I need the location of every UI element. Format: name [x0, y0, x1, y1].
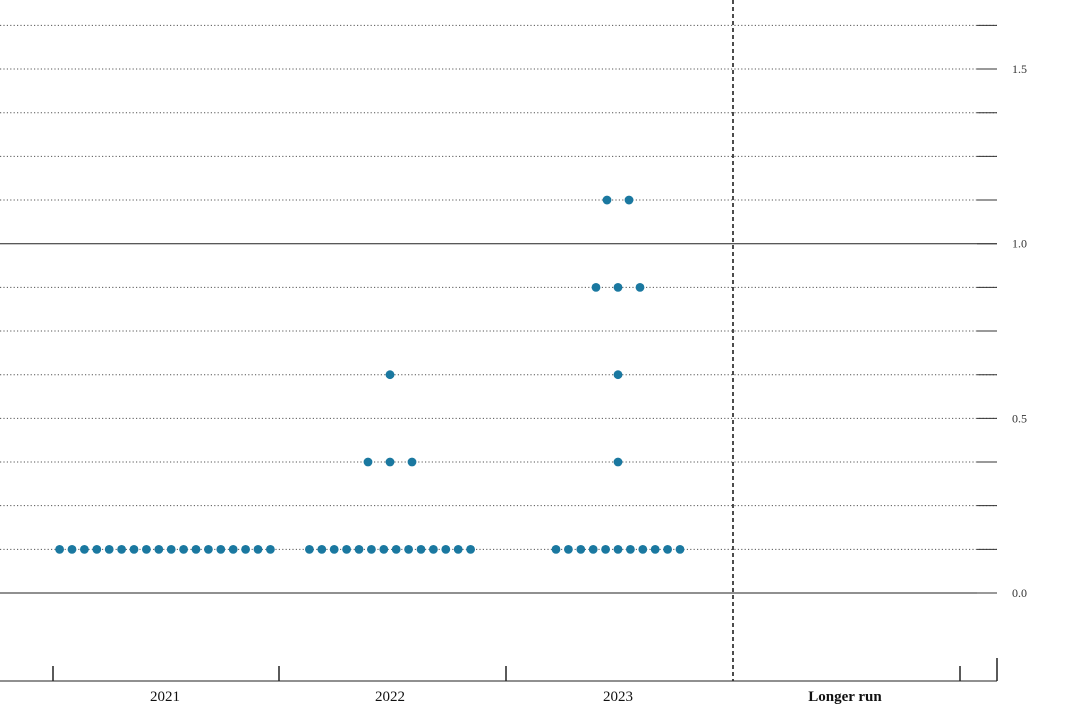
dot-point	[551, 544, 561, 554]
dot-point	[55, 544, 64, 554]
dot-point	[663, 544, 672, 554]
x-category-label: 2023	[603, 689, 633, 705]
dot-point	[166, 544, 176, 554]
dot-point	[588, 544, 598, 554]
dot-point	[638, 544, 648, 554]
dot-point	[466, 544, 475, 554]
dot-point	[613, 282, 623, 292]
x-category-label: 2021	[150, 689, 180, 705]
dot-point	[117, 544, 126, 554]
y-tick-label: 1.5	[1012, 62, 1027, 76]
data-points	[55, 195, 685, 554]
dot-point	[129, 544, 139, 554]
dot-point	[266, 544, 275, 554]
dot-point	[104, 544, 114, 554]
dot-point	[576, 544, 586, 554]
dot-point	[216, 544, 226, 554]
dot-point	[142, 544, 151, 554]
dot-point	[404, 544, 413, 554]
dot-point	[591, 282, 601, 292]
dot-point	[204, 544, 213, 554]
dot-point	[363, 457, 373, 467]
dot-point	[453, 544, 463, 554]
dot-point	[626, 544, 635, 554]
dot-point	[154, 544, 164, 554]
dot-point	[179, 544, 189, 554]
dot-point	[416, 544, 426, 554]
y-tick-label: 1.0	[1012, 237, 1027, 251]
dot-point	[342, 544, 351, 554]
gridlines	[0, 24, 997, 594]
dot-point	[367, 544, 376, 554]
dot-point	[354, 544, 364, 554]
dot-point	[391, 544, 401, 554]
y-tick-label: 0.5	[1012, 411, 1027, 425]
dot-point	[80, 544, 89, 554]
y-tick-label: 0.0	[1012, 586, 1027, 600]
dot-point	[385, 370, 395, 380]
dot-point	[317, 544, 327, 554]
dot-point	[429, 544, 438, 554]
dot-point	[228, 544, 238, 554]
dot-point	[253, 544, 263, 554]
dot-point	[241, 544, 251, 554]
dot-point	[613, 544, 623, 554]
dot-point	[191, 544, 201, 554]
dot-point	[407, 457, 417, 467]
x-category-label: Longer run	[808, 689, 882, 705]
x-category-label: 2022	[375, 689, 405, 705]
x-axis: 2021 2022 2023 Longer run	[0, 666, 997, 705]
dot-point	[441, 544, 451, 554]
dot-point	[650, 544, 660, 554]
dot-point	[67, 544, 77, 554]
dot-point	[624, 195, 634, 205]
dot-point	[613, 370, 623, 380]
dot-point	[635, 282, 645, 292]
dot-point	[675, 544, 685, 554]
dot-point	[613, 457, 623, 467]
dot-point	[385, 457, 395, 467]
dot-point	[602, 195, 612, 205]
dot-point	[92, 544, 102, 554]
dot-point	[329, 544, 339, 554]
dot-point	[379, 544, 389, 554]
y-axis: 0.00.51.01.52.02.53.0	[977, 24, 1027, 681]
dot-point	[305, 544, 314, 554]
dot-point	[564, 544, 573, 554]
dot-point	[601, 544, 610, 554]
